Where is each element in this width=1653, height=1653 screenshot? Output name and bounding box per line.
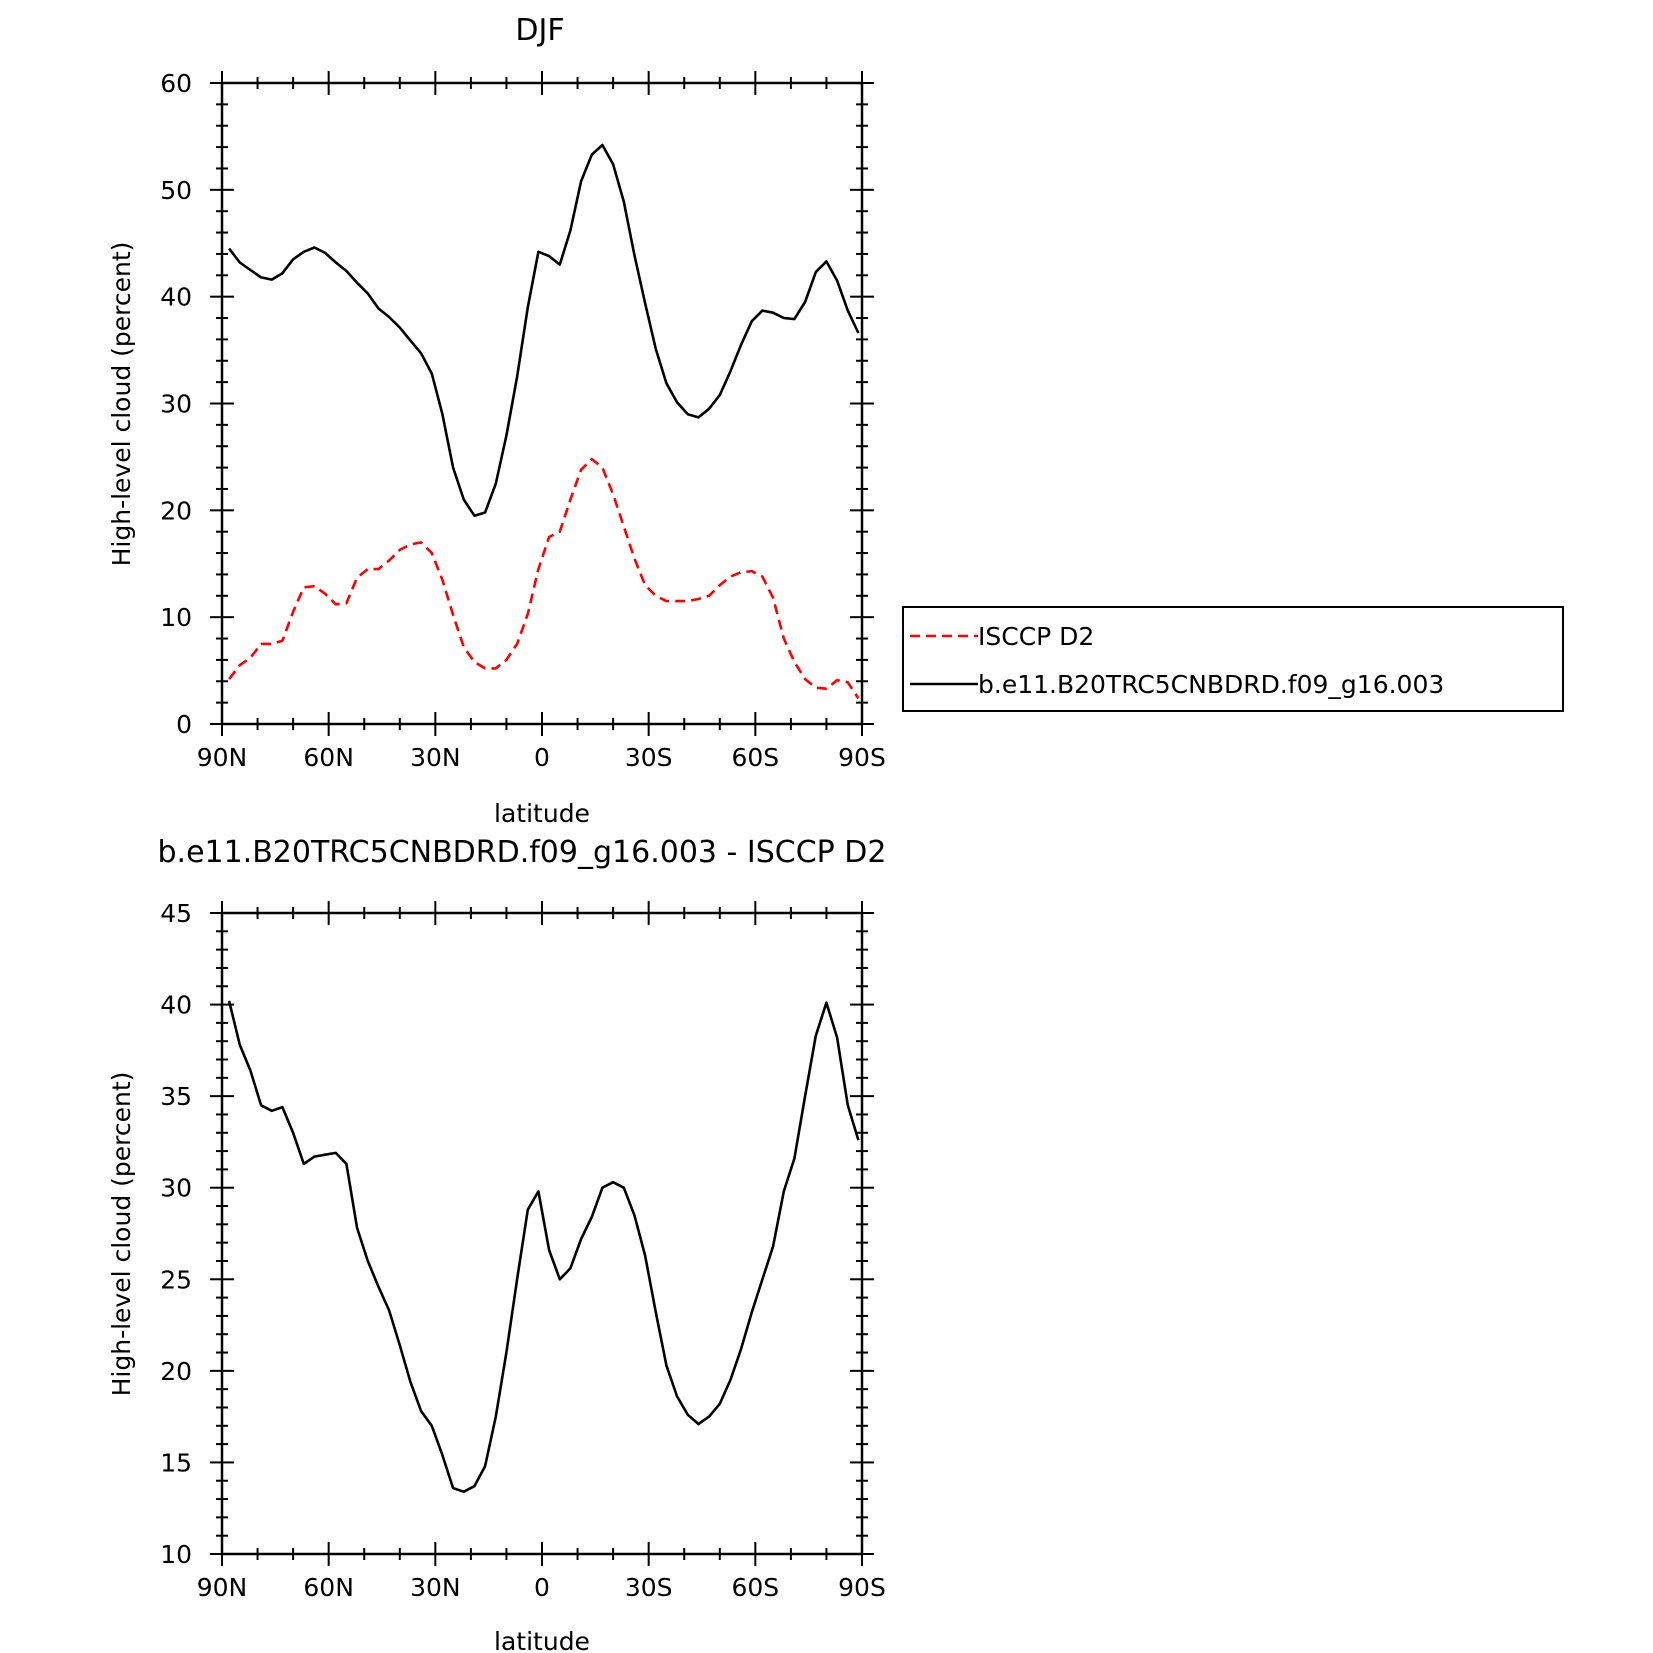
bottom-panel: b.e11.B20TRC5CNBDRD.f09_g16.003 - ISCCP … bbox=[107, 835, 887, 1653]
top-y-tick-label: 10 bbox=[160, 603, 192, 632]
top-x-axis-label: latitude bbox=[494, 799, 590, 828]
top-x-tick-label: 60N bbox=[303, 743, 354, 772]
bottom-x-tick-label: 30S bbox=[625, 1573, 673, 1602]
bottom-x-tick-label: 60N bbox=[303, 1573, 354, 1602]
legend: ISCCP D2 b.e11.B20TRC5CNBDRD.f09_g16.003 bbox=[902, 606, 1564, 712]
bottom-x-tick-label: 90N bbox=[197, 1573, 248, 1602]
top-y-axis-label: High-level cloud (percent) bbox=[107, 242, 136, 567]
top-x-tick-label: 30N bbox=[410, 743, 461, 772]
top-series-layer bbox=[228, 143, 860, 700]
top-y-tick-label: 50 bbox=[160, 176, 192, 205]
legend-label-isccp: ISCCP D2 bbox=[978, 622, 1094, 651]
bottom-series-line-0 bbox=[227, 1000, 860, 1493]
top-x-tick-label: 90S bbox=[838, 743, 886, 772]
bottom-y-tick-label: 10 bbox=[160, 1540, 192, 1569]
top-x-tick-label: 30S bbox=[625, 743, 673, 772]
top-series-line-b-e11-b20trc5cnbdrd-f09-g16-003 bbox=[228, 143, 860, 518]
bottom-x-tick-label: 30N bbox=[410, 1573, 461, 1602]
legend-label-model: b.e11.B20TRC5CNBDRD.f09_g16.003 bbox=[978, 670, 1444, 699]
bottom-series-layer bbox=[227, 1000, 860, 1493]
bottom-x-tick-label: 60S bbox=[731, 1573, 779, 1602]
bottom-chart-title: b.e11.B20TRC5CNBDRD.f09_g16.003 - ISCCP … bbox=[157, 835, 886, 870]
bottom-y-tick-label: 25 bbox=[160, 1265, 192, 1294]
top-y-tick-label: 40 bbox=[160, 283, 192, 312]
bottom-x-tick-label: 0 bbox=[534, 1573, 550, 1602]
bottom-tick-labels: 90N 60N 30N 0 30S 60S 90S 10 15 20 25 30 35 40 45 bbox=[160, 899, 886, 1602]
bottom-y-tick-label: 45 bbox=[160, 899, 192, 928]
top-y-tick-label: 0 bbox=[176, 710, 192, 739]
bottom-x-tick-label: 90S bbox=[838, 1573, 886, 1602]
bottom-x-axis-label: latitude bbox=[494, 1627, 590, 1653]
top-panel: DJF 90N 60N 30N 0 30S 60S 90S 0 10 20 30 40 50 60 lat… bbox=[107, 13, 886, 828]
top-tick-labels: 90N 60N 30N 0 30S 60S 90S 0 10 20 30 40 50 60 bbox=[160, 69, 886, 772]
top-y-tick-label: 60 bbox=[160, 69, 192, 98]
top-x-tick-label: 0 bbox=[534, 743, 550, 772]
bottom-y-tick-label: 20 bbox=[160, 1357, 192, 1386]
top-series-line-isccp-d2 bbox=[228, 457, 860, 700]
top-plot-frame bbox=[220, 81, 864, 726]
top-ticks-layer bbox=[210, 71, 874, 736]
top-y-tick-label: 30 bbox=[160, 390, 192, 419]
bottom-y-tick-label: 40 bbox=[160, 991, 192, 1020]
top-chart-title: DJF bbox=[515, 13, 564, 48]
bottom-y-tick-label: 30 bbox=[160, 1174, 192, 1203]
bottom-y-tick-label: 35 bbox=[160, 1082, 192, 1111]
top-x-tick-label: 60S bbox=[731, 743, 779, 772]
legend-box bbox=[902, 606, 1564, 712]
bottom-y-tick-label: 15 bbox=[160, 1448, 192, 1477]
top-y-tick-label: 20 bbox=[160, 496, 192, 525]
bottom-plot-frame bbox=[220, 911, 864, 1556]
bottom-y-axis-label: High-level cloud (percent) bbox=[107, 1072, 136, 1397]
top-x-tick-label: 90N bbox=[197, 743, 248, 772]
